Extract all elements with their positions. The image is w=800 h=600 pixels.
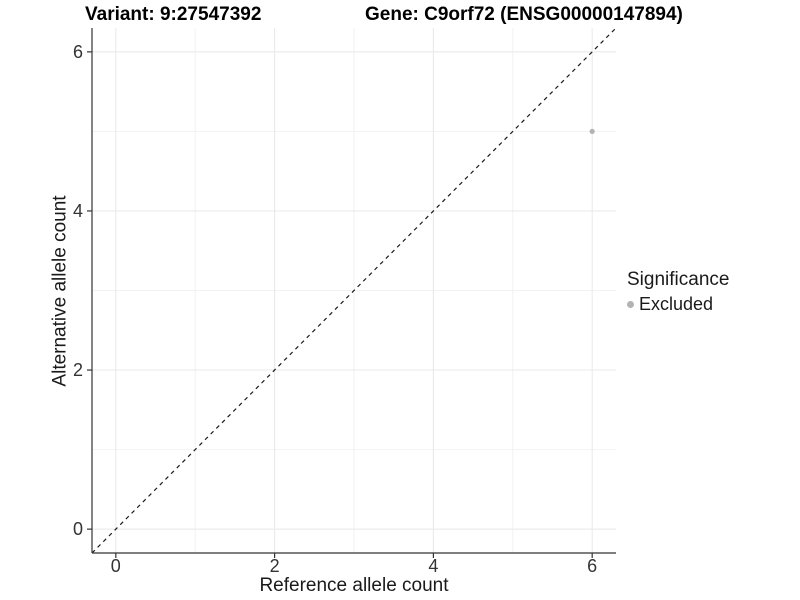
- x-tick-label: 4: [428, 556, 438, 576]
- gene-title: Gene: C9orf72 (ENSG00000147894): [365, 4, 683, 25]
- legend-point-icon: [627, 301, 634, 308]
- x-axis-title: Reference allele count: [259, 575, 449, 596]
- identity-line: [91, 27, 617, 554]
- chart-layer: 0 2 4 6 0 2 4 6: [73, 27, 617, 576]
- legend-item-excluded: Excluded: [627, 294, 729, 315]
- y-axis-title: Alternative allele count: [50, 195, 71, 387]
- y-tick-label: 2: [73, 360, 83, 380]
- legend-title: Significance: [627, 269, 730, 290]
- legend-item-label: Excluded: [639, 294, 714, 314]
- data-point: [589, 128, 595, 135]
- y-tick-label: 4: [73, 201, 83, 221]
- x-tick-label: 2: [270, 556, 280, 576]
- legend: Significance Excluded: [627, 269, 729, 315]
- variant-title: Variant: 9:27547392: [85, 4, 262, 25]
- y-tick-label: 0: [73, 519, 83, 539]
- x-tick-label: 6: [587, 556, 597, 576]
- x-tick-label: 0: [111, 556, 121, 576]
- y-tick-label: 6: [73, 42, 83, 62]
